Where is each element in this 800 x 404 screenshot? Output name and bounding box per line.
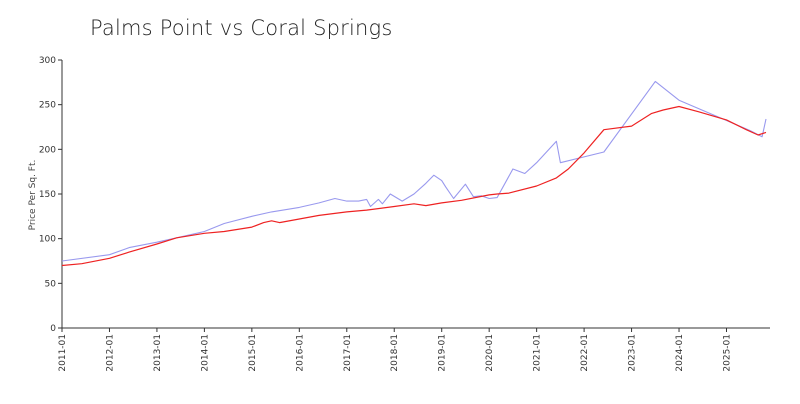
x-tick-label: 2014-01 — [200, 334, 210, 372]
x-tick-label: 2021-01 — [533, 334, 543, 372]
chart-title: Palms Point vs Coral Springs — [90, 16, 393, 40]
y-tick-label: 0 — [50, 324, 56, 334]
x-tick-label: 2022-01 — [580, 334, 590, 372]
x-tick-label: 2018-01 — [390, 334, 400, 372]
x-tick-label: 2017-01 — [343, 334, 353, 372]
y-axis-label: Price Per Sq. Ft. — [28, 160, 38, 231]
x-tick-label: 2016-01 — [295, 334, 305, 372]
x-tick-label: 2024-01 — [675, 334, 685, 372]
x-tick-label: 2025-01 — [722, 334, 732, 372]
y-tick-label: 100 — [39, 235, 56, 245]
x-tick-label: 2015-01 — [248, 334, 258, 372]
x-tick-label: 2012-01 — [105, 334, 115, 372]
series-line-2 — [61, 105, 767, 267]
x-tick-label: 2013-01 — [153, 334, 163, 372]
y-tick-label: 50 — [45, 279, 57, 289]
x-tick-label: 2011-01 — [58, 334, 68, 372]
series-line-1 — [61, 80, 767, 262]
x-tick-label: 2019-01 — [438, 334, 448, 372]
y-tick-label: 250 — [39, 101, 56, 111]
y-tick-label: 300 — [39, 56, 56, 66]
x-tick-label: 2023-01 — [628, 334, 638, 372]
y-tick-label: 200 — [39, 145, 56, 155]
x-tick-label: 2020-01 — [485, 334, 495, 372]
y-tick-label: 150 — [39, 190, 56, 200]
